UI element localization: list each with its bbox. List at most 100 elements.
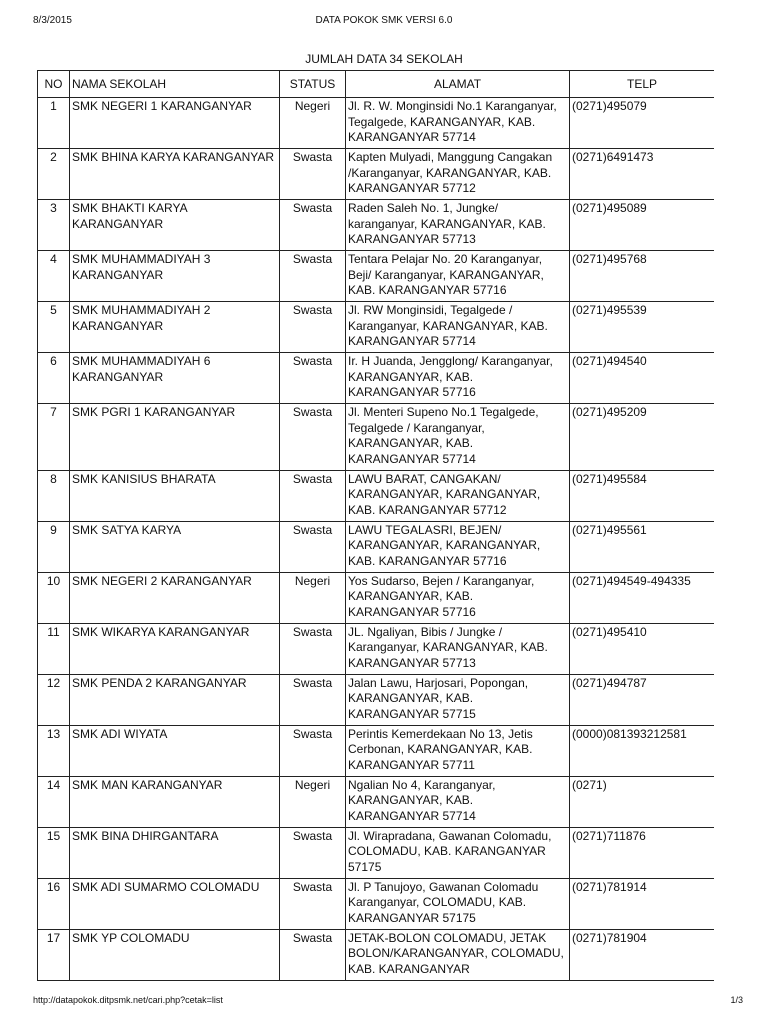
table-row: 8 SMK KANISIUS BHARATA Swasta LAWU BARAT, C… (37, 469, 714, 522)
cell-no: 3 (37, 199, 70, 251)
table-row: 10 SMK NEGERI 2 KARANGANYAR Negeri Yos Suda… (37, 571, 714, 624)
cell-status: Swasta (279, 148, 346, 200)
cell-telp: (0271)711876 (569, 826, 714, 879)
cell-alamat: Ir. H Juanda, Jengglong/ Karanganyar, KA… (345, 352, 570, 404)
cell-telp: (0271)781904 (569, 928, 714, 981)
cell-alamat: LAWU TEGALASRI, BEJEN/ KARANGANYAR, KARA… (345, 520, 570, 573)
cell-telp: (0271)781914 (569, 877, 714, 930)
cell-telp: (0271)494549-494335 (569, 571, 714, 624)
column-header-alamat: ALAMAT (345, 70, 570, 98)
cell-alamat: Jalan Lawu, Harjosari, Popongan, KARANGA… (345, 673, 570, 726)
cell-nama: SMK SATYA KARYA (69, 520, 280, 573)
cell-no: 8 (37, 469, 70, 522)
cell-alamat: JL. Ngaliyan, Bibis / Jungke / Karangany… (345, 622, 570, 675)
cell-nama: SMK NEGERI 1 KARANGANYAR (69, 97, 280, 149)
table-row: 15 SMK BINA DHIRGANTARA Swasta Jl. Wiraprad… (37, 826, 714, 879)
cell-telp: (0271)6491473 (569, 148, 714, 200)
table-row: 5 SMK MUHAMMADIYAH 2 KARANGANYAR Swasta Jl.… (37, 301, 714, 353)
table-header-row: NO NAMA SEKOLAH STATUS ALAMAT TELP (37, 70, 714, 98)
cell-alamat: Jl. RW Monginsidi, Tegalgede / Karangany… (345, 301, 570, 353)
cell-no: 13 (37, 724, 70, 777)
cell-no: 2 (37, 148, 70, 200)
table-row: 9 SMK SATYA KARYA Swasta LAWU TEGALASRI, BE… (37, 520, 714, 573)
cell-status: Swasta (279, 250, 346, 302)
table-row: 14 SMK MAN KARANGANYAR Negeri Ngalian No 4,… (37, 775, 714, 828)
cell-telp: (0271)495584 (569, 469, 714, 522)
cell-status: Swasta (279, 826, 346, 879)
table-row: 3 SMK BHAKTI KARYA KARANGANYAR Swasta Raden… (37, 199, 714, 251)
cell-telp: (0271)495410 (569, 622, 714, 675)
cell-status: Swasta (279, 301, 346, 353)
page-number: 1/3 (730, 995, 743, 1005)
table-row: 2 SMK BHINA KARYA KARANGANYAR Swasta Kapten… (37, 148, 714, 200)
cell-no: 16 (37, 877, 70, 930)
cell-alamat: Jl. R. W. Monginsidi No.1 Karanganyar, T… (345, 97, 570, 149)
cell-nama: SMK MUHAMMADIYAH 6 KARANGANYAR (69, 352, 280, 404)
cell-no: 1 (37, 97, 70, 149)
cell-alamat: LAWU BARAT, CANGAKAN/ KARANGANYAR, KARAN… (345, 469, 570, 522)
cell-no: 14 (37, 775, 70, 828)
cell-nama: SMK ADI WIYATA (69, 724, 280, 777)
cell-no: 12 (37, 673, 70, 726)
table-row: 12 SMK PENDA 2 KARANGANYAR Swasta Jalan Law… (37, 673, 714, 726)
cell-status: Swasta (279, 673, 346, 726)
cell-telp: (0271)494787 (569, 673, 714, 726)
table-row: 1 SMK NEGERI 1 KARANGANYAR Negeri Jl. R. W.… (37, 97, 714, 149)
table-row: 16 SMK ADI SUMARMO COLOMADU Swasta Jl. P Ta… (37, 877, 714, 930)
cell-alamat: Kapten Mulyadi, Manggung Cangakan /Karan… (345, 148, 570, 200)
cell-nama: SMK YP COLOMADU (69, 928, 280, 981)
table-row: 17 SMK YP COLOMADU Swasta JETAK-BOLON COLOM… (37, 928, 714, 981)
cell-status: Swasta (279, 520, 346, 573)
cell-alamat: Ngalian No 4, Karanganyar, KARANGANYAR, … (345, 775, 570, 828)
cell-nama: SMK KANISIUS BHARATA (69, 469, 280, 522)
table-row: 11 SMK WIKARYA KARANGANYAR Swasta JL. Ngali… (37, 622, 714, 675)
cell-alamat: Jl. Wirapradana, Gawanan Colomadu, COLOM… (345, 826, 570, 879)
cell-telp: (0271)495768 (569, 250, 714, 302)
cell-telp: (0271)495539 (569, 301, 714, 353)
cell-nama: SMK BHINA KARYA KARANGANYAR (69, 148, 280, 200)
cell-no: 11 (37, 622, 70, 675)
document-title: DATA POKOK SMK VERSI 6.0 (315, 15, 453, 26)
cell-status: Negeri (279, 775, 346, 828)
cell-status: Swasta (279, 469, 346, 522)
cell-alamat: Raden Saleh No. 1, Jungke/ karanganyar, … (345, 199, 570, 251)
cell-no: 17 (37, 928, 70, 981)
column-header-nama: NAMA SEKOLAH (69, 70, 280, 98)
cell-telp: (0271)495209 (569, 403, 714, 471)
cell-status: Swasta (279, 724, 346, 777)
cell-status: Swasta (279, 622, 346, 675)
cell-nama: SMK BHAKTI KARYA KARANGANYAR (69, 199, 280, 251)
summary-heading: JUMLAH DATA 34 SEKOLAH (305, 52, 463, 66)
column-header-telp: TELP (569, 70, 714, 98)
table-row: 13 SMK ADI WIYATA Swasta Perintis Kemerdeka… (37, 724, 714, 777)
table-row: 6 SMK MUHAMMADIYAH 6 KARANGANYAR Swasta Ir.… (37, 352, 714, 404)
cell-no: 7 (37, 403, 70, 471)
cell-nama: SMK BINA DHIRGANTARA (69, 826, 280, 879)
cell-status: Swasta (279, 352, 346, 404)
cell-no: 6 (37, 352, 70, 404)
cell-no: 10 (37, 571, 70, 624)
cell-alamat: Tentara Pelajar No. 20 Karanganyar, Beji… (345, 250, 570, 302)
cell-nama: SMK PENDA 2 KARANGANYAR (69, 673, 280, 726)
cell-telp: (0271)495561 (569, 520, 714, 573)
cell-no: 15 (37, 826, 70, 879)
cell-status: Negeri (279, 97, 346, 149)
cell-status: Swasta (279, 403, 346, 471)
column-header-no: NO (37, 70, 70, 98)
cell-nama: SMK MAN KARANGANYAR (69, 775, 280, 828)
cell-nama: SMK WIKARYA KARANGANYAR (69, 622, 280, 675)
school-table: NO NAMA SEKOLAH STATUS ALAMAT TELP 1 SMK … (37, 70, 714, 981)
cell-status: Swasta (279, 928, 346, 981)
cell-status: Negeri (279, 571, 346, 624)
cell-nama: SMK NEGERI 2 KARANGANYAR (69, 571, 280, 624)
table-row: 4 SMK MUHAMMADIYAH 3 KARANGANYAR Swasta Ten… (37, 250, 714, 302)
cell-telp: (0271) (569, 775, 714, 828)
cell-status: Swasta (279, 199, 346, 251)
cell-telp: (0000)081393212581 (569, 724, 714, 777)
cell-alamat: Jl. Menteri Supeno No.1 Tegalgede, Tegal… (345, 403, 570, 471)
column-header-status: STATUS (279, 70, 346, 98)
cell-alamat: JETAK-BOLON COLOMADU, JETAK BOLON/KARANG… (345, 928, 570, 981)
cell-no: 9 (37, 520, 70, 573)
cell-no: 4 (37, 250, 70, 302)
cell-alamat: Jl. P Tanujoyo, Gawanan Colomadu Karanga… (345, 877, 570, 930)
